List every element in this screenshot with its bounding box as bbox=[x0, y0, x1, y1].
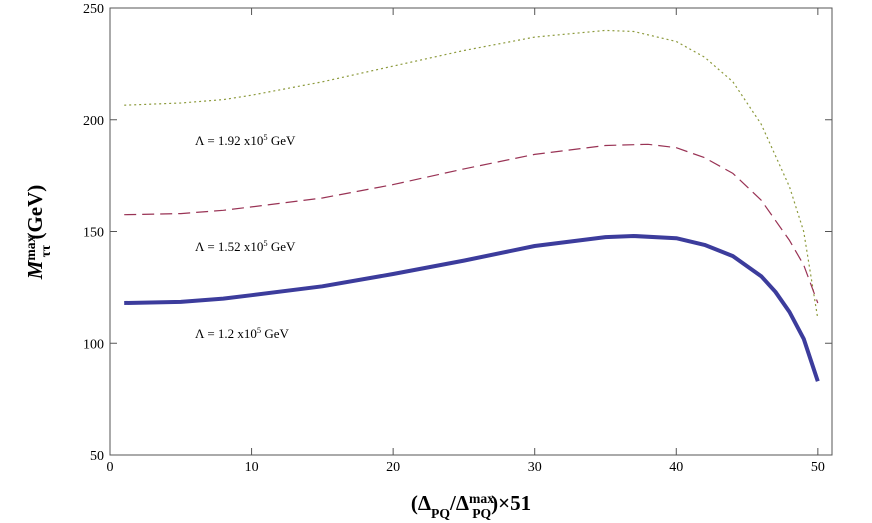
y-tick-label: 200 bbox=[83, 114, 104, 129]
x-tick-label: 40 bbox=[669, 460, 683, 475]
superscript: 5 bbox=[263, 238, 267, 248]
text-part: GeV bbox=[261, 326, 289, 341]
text-part: Λ = 1.52 x10 bbox=[195, 239, 263, 254]
line bbox=[124, 143, 819, 304]
superscript: max bbox=[469, 491, 494, 506]
x-tick-label: 30 bbox=[528, 460, 542, 475]
text-part: )×51 bbox=[491, 491, 531, 515]
annotation: Λ = 1.52 x105 GeV bbox=[195, 238, 296, 254]
line bbox=[124, 29, 819, 319]
x-tick-label: 10 bbox=[245, 460, 259, 475]
y-axis-title: Mmaxττ (GeV) bbox=[23, 185, 53, 281]
text-part: M bbox=[23, 259, 47, 280]
y-tick-label: 150 bbox=[83, 226, 104, 241]
x-tick-label: 50 bbox=[811, 460, 825, 475]
text-part: (GeV) bbox=[23, 185, 47, 245]
superscript: max bbox=[23, 235, 38, 260]
superscript: 5 bbox=[263, 132, 267, 142]
subscript: PQ bbox=[431, 506, 450, 521]
text-part: (Δ bbox=[411, 491, 431, 515]
subscript: ττ bbox=[38, 244, 53, 257]
annotation: Λ = 1.2 x105 GeV bbox=[195, 325, 290, 341]
text-part: Λ = 1.92 x10 bbox=[195, 133, 263, 148]
y-tick-label: 100 bbox=[83, 337, 104, 352]
superscript: 5 bbox=[257, 325, 261, 335]
x-tick-label: 20 bbox=[386, 460, 400, 475]
line bbox=[124, 234, 820, 382]
x-tick-label: 0 bbox=[107, 460, 114, 475]
text-part: GeV bbox=[268, 239, 296, 254]
plot-area bbox=[124, 29, 820, 382]
y-tick-label: 250 bbox=[83, 2, 104, 17]
text-part: /Δ bbox=[449, 491, 469, 515]
y-tick-label: 50 bbox=[90, 449, 104, 464]
text-part: GeV bbox=[268, 133, 296, 148]
subscript: PQ bbox=[472, 506, 491, 521]
text-part: Λ = 1.2 x10 bbox=[195, 326, 257, 341]
x-axis-title: (ΔPQ/Δmax PQ)×51 bbox=[411, 491, 531, 521]
plot-frame bbox=[109, 7, 833, 456]
annotation: Λ = 1.92 x105 GeV bbox=[195, 132, 296, 148]
